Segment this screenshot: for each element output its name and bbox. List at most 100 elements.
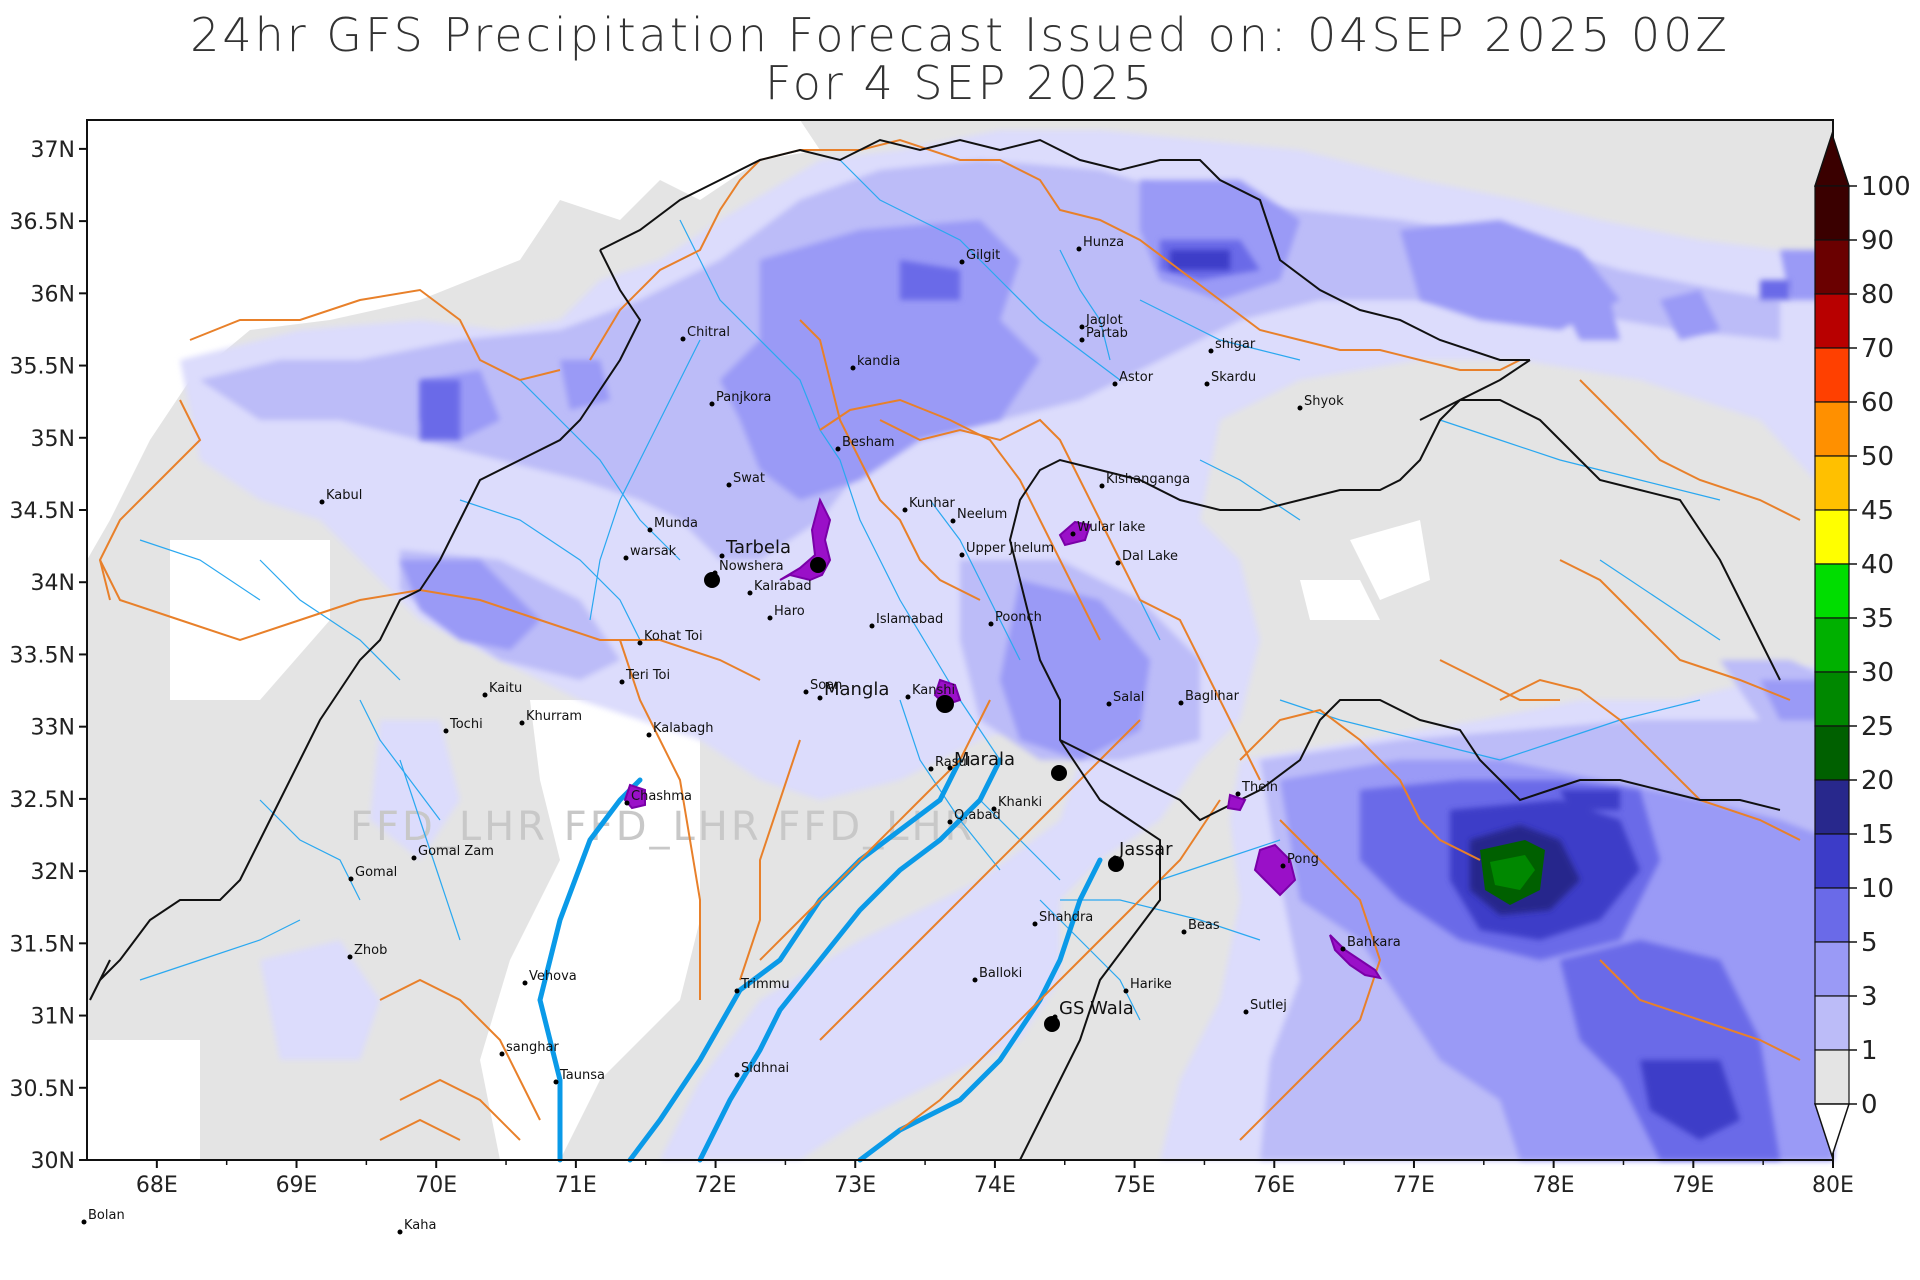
station-label-poonch: Poonch xyxy=(995,610,1042,625)
station-label-harike: Harike xyxy=(1130,977,1172,992)
station-label-khanki: Khanki xyxy=(998,795,1042,810)
station-dot xyxy=(553,1079,559,1085)
colorbar-label: 0 xyxy=(1861,1090,1878,1120)
station-label-islamabad: Islamabad xyxy=(876,612,943,627)
station-label-nowshera: Nowshera xyxy=(719,559,784,574)
station-dot xyxy=(959,552,965,558)
colorbar-label: 15 xyxy=(1861,820,1894,850)
station-dot xyxy=(1243,1009,1249,1015)
station-dot xyxy=(1204,381,1210,387)
station-dot xyxy=(719,553,725,559)
station-label-kaha: Kaha xyxy=(404,1218,436,1233)
station-label-sidhnai: Sidhnai xyxy=(741,1061,789,1076)
lon-tick-label: 72E xyxy=(695,1173,737,1198)
lon-tick-label: 68E xyxy=(136,1173,178,1198)
colorbar-bottom-arrow xyxy=(1813,1103,1851,1159)
no-data-zone xyxy=(87,120,820,560)
station-dot xyxy=(1181,929,1187,935)
colorbar-band-20 xyxy=(1814,779,1850,835)
lon-tick-label: 77E xyxy=(1393,1173,1435,1198)
chart-title-line2: For 4 SEP 2025 xyxy=(764,56,1156,110)
colorbar-label: 80 xyxy=(1861,280,1894,310)
colorbar-band-45 xyxy=(1814,509,1850,565)
station-dot xyxy=(1280,863,1286,869)
lat-tick-label: 30.5N xyxy=(10,1077,75,1102)
colorbar-label: 90 xyxy=(1861,226,1894,256)
latitude-axis: 37N 36.5N 36N 35.5N 35N 34.5N 34N 33.5N 33N 32.5N… xyxy=(10,138,87,1174)
station-dot xyxy=(1052,1014,1058,1020)
station-dot xyxy=(637,640,643,646)
station-dot xyxy=(734,1072,740,1078)
station-label-neelum: Neelum xyxy=(957,507,1007,522)
station-label-kandia: kandia xyxy=(857,354,900,369)
colorbar-band-90 xyxy=(1814,239,1850,295)
station-dot xyxy=(709,401,715,407)
station-label-baglihar: Baglihar xyxy=(1185,689,1240,704)
station-label-kalrabad: Kalrabad xyxy=(754,579,812,594)
lat-tick-label: 30N xyxy=(31,1149,75,1174)
station-label-sutlej: Sutlej xyxy=(1250,998,1287,1013)
station-label-gs-wala: GS Wala xyxy=(1059,998,1134,1019)
lon-tick-label: 73E xyxy=(834,1173,876,1198)
station-dot xyxy=(1099,483,1105,489)
station-label-kabul: Kabul xyxy=(326,488,362,503)
colorbar-band-35 xyxy=(1814,617,1850,673)
station-dot xyxy=(1032,921,1038,927)
station-dot xyxy=(680,336,686,342)
station-dot xyxy=(319,499,325,505)
station-dot xyxy=(959,259,965,265)
station-label-teri: Teri Toi xyxy=(625,668,670,683)
longitude-axis: 68E 69E 70E 71E 72E 73E 74E 75E 76E 77E 78E 79E 80E xyxy=(136,1160,1854,1198)
colorbar-band-100 xyxy=(1814,185,1850,241)
station-dot xyxy=(1079,324,1085,330)
station-dot xyxy=(499,1051,505,1057)
river-network xyxy=(139,159,1721,1021)
lat-tick-label: 33N xyxy=(31,716,75,741)
station-label-pong: Pong xyxy=(1287,852,1319,867)
station-dot xyxy=(397,1229,403,1235)
station-label-haro: Haro xyxy=(774,604,805,619)
station-label-chitral: Chitral xyxy=(687,325,730,340)
lon-tick-label: 69E xyxy=(276,1173,318,1198)
station-label-dal: Dal Lake xyxy=(1122,549,1178,564)
station-dot xyxy=(947,765,953,771)
station-dot xyxy=(803,689,809,695)
lat-tick-label: 36N xyxy=(31,282,75,307)
lat-tick-label: 32N xyxy=(31,860,75,885)
station-dot xyxy=(1112,381,1118,387)
lat-tick-label: 32.5N xyxy=(10,788,75,813)
colorbar-label: 35 xyxy=(1861,604,1894,634)
station-dot xyxy=(348,876,354,882)
station-dot xyxy=(1112,855,1118,861)
station-label-zhob: Zhob xyxy=(354,943,387,958)
colorbar-band-40 xyxy=(1814,563,1850,619)
station-dot xyxy=(624,800,630,806)
station-dot xyxy=(950,518,956,524)
station-dot xyxy=(1070,531,1076,537)
station-dot xyxy=(850,365,856,371)
lon-tick-label: 71E xyxy=(555,1173,597,1198)
station-label-kalabagh: Kalabagh xyxy=(653,721,714,736)
station-dot xyxy=(817,695,823,701)
station-dot xyxy=(905,694,911,700)
international-borders xyxy=(89,138,1781,1161)
station-label-kaitu: Kaitu xyxy=(489,681,522,696)
colorbar-band-60 xyxy=(1814,401,1850,457)
station-label-jaglot: Jaglot xyxy=(1085,313,1123,328)
station-label-chashma: Chashma xyxy=(631,789,692,804)
station-dot xyxy=(1340,946,1346,952)
station-label-soan: Soan xyxy=(810,678,842,693)
lat-tick-label: 37N xyxy=(31,138,75,163)
station-label-shigar: shigar xyxy=(1215,337,1256,352)
station-dot xyxy=(991,806,997,812)
station-dot xyxy=(1076,246,1082,252)
colorbar-label: 20 xyxy=(1861,766,1894,796)
basin-boundaries xyxy=(98,138,1801,1141)
station-label-taunsa: Taunsa xyxy=(559,1068,605,1083)
station-label-jassar: Jassar xyxy=(1118,839,1173,860)
station-dot xyxy=(1079,337,1085,343)
station-dot xyxy=(734,988,740,994)
station-label-rasul: Rasul xyxy=(935,755,970,770)
